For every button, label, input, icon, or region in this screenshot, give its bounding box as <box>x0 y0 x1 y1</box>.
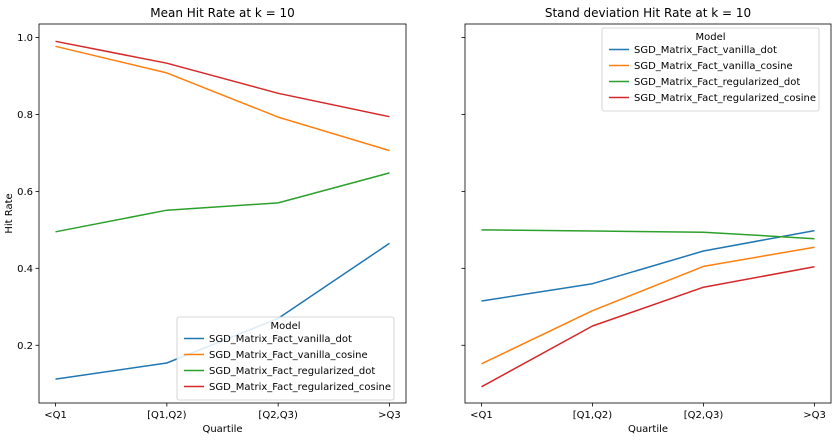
series-line-sgd-matrix-fact-regularized-cosine <box>55 40 390 118</box>
mean-hit-rate-chart: Mean Hit Rate at k = 10 <Q1 [Q1,Q2) [Q2,Q3)… <box>4 6 407 435</box>
legend-label: SGD_Matrix_Fact_regularized_dot <box>209 366 375 377</box>
y-tick-label: 0.6 <box>17 187 33 198</box>
x-tick-label: [Q1,Q2) <box>147 410 187 421</box>
legend-label: SGD_Matrix_Fact_regularized_cosine <box>634 93 816 104</box>
legend-title: Model <box>695 32 725 43</box>
legend-label: SGD_Matrix_Fact_vanilla_cosine <box>209 350 368 361</box>
series-line-sgd-matrix-fact-regularized-dot <box>481 229 815 240</box>
y-tick-label: 0.4 <box>17 264 33 275</box>
series-line-sgd-matrix-fact-vanilla-dot <box>481 229 815 302</box>
plot-area-frame <box>38 23 407 404</box>
x-tick-label: [Q2,Q3) <box>684 410 724 421</box>
legend-label: SGD_Matrix_Fact_vanilla_dot <box>634 45 777 56</box>
x-axis-label: Quartile <box>202 424 242 435</box>
x-tick-label: [Q1,Q2) <box>573 410 613 421</box>
legend-label: SGD_Matrix_Fact_regularized_dot <box>634 77 800 88</box>
y-tick-label: 1.0 <box>17 33 33 44</box>
legend-title: Model <box>270 321 300 332</box>
chart-title: Stand deviation Hit Rate at k = 10 <box>545 6 751 20</box>
series-line-sgd-matrix-fact-vanilla-cosine <box>55 45 390 152</box>
x-tick-label: [Q2,Q3) <box>258 410 298 421</box>
series-line-sgd-matrix-fact-regularized-cosine <box>481 266 815 388</box>
x-axis-label: Quartile <box>628 424 668 435</box>
chart-title: Mean Hit Rate at k = 10 <box>150 6 295 20</box>
y-axis-label: Hit Rate <box>4 193 15 233</box>
legend-box <box>176 316 395 401</box>
legend-box <box>601 27 820 112</box>
legend: Model SGD_Matrix_Fact_vanilla_dot SGD_Matr… <box>176 316 395 401</box>
legend-label: SGD_Matrix_Fact_regularized_cosine <box>209 382 391 393</box>
series-line-sgd-matrix-fact-vanilla-cosine <box>481 246 815 365</box>
x-tick-label: <Q1 <box>470 410 493 421</box>
y-tick-label: 0.8 <box>17 110 33 121</box>
x-tick-label: >Q3 <box>378 410 401 421</box>
std-hit-rate-chart: Stand deviation Hit Rate at k = 10 <Q1 [Q1… <box>461 6 832 435</box>
x-tick-label: <Q1 <box>44 410 67 421</box>
plot-area-frame <box>464 23 832 404</box>
y-tick-label: 0.2 <box>17 341 33 352</box>
legend: Model SGD_Matrix_Fact_vanilla_dot SGD_Matr… <box>601 27 820 112</box>
series-line-sgd-matrix-fact-regularized-dot <box>55 172 390 233</box>
legend-label: SGD_Matrix_Fact_vanilla_dot <box>209 334 352 345</box>
x-tick-label: >Q3 <box>803 410 826 421</box>
legend-label: SGD_Matrix_Fact_vanilla_cosine <box>634 61 793 72</box>
